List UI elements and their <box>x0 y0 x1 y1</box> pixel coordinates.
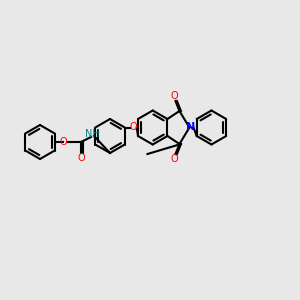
Text: O: O <box>171 91 178 101</box>
Text: NH: NH <box>85 129 99 139</box>
Text: O: O <box>171 154 178 164</box>
Text: O: O <box>130 122 137 133</box>
Text: N: N <box>186 122 195 133</box>
Text: O: O <box>77 153 85 163</box>
Text: O: O <box>59 137 67 147</box>
